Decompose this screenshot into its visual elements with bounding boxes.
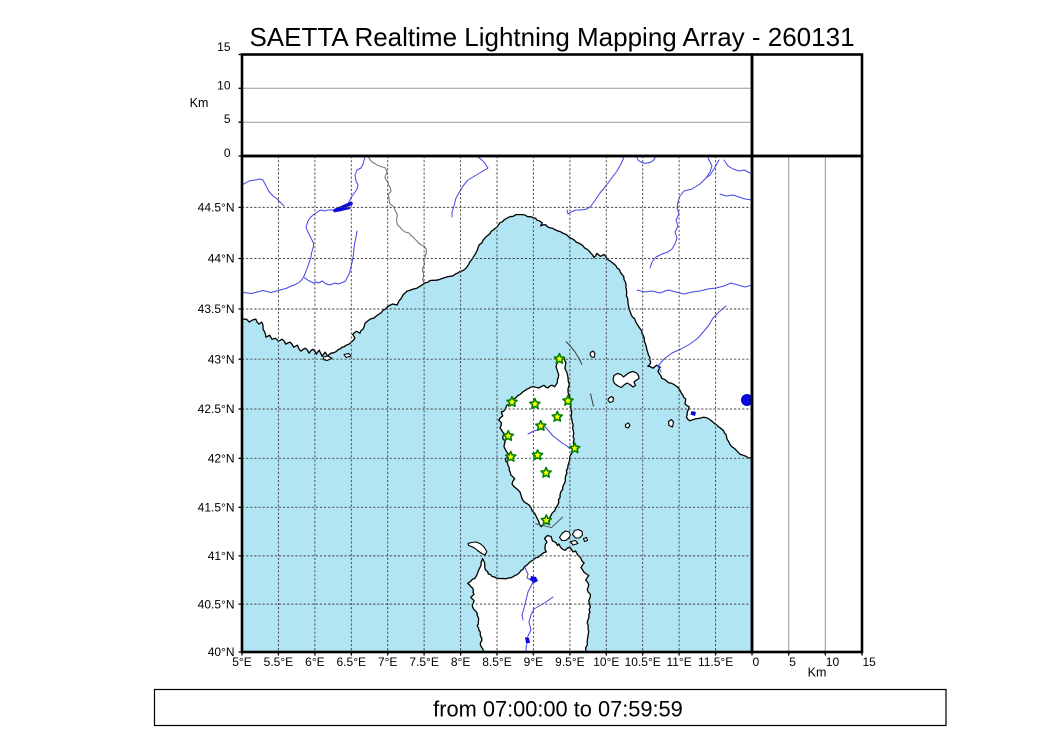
svg-text:5.5°E: 5.5°E bbox=[264, 655, 293, 669]
svg-text:44°N: 44°N bbox=[208, 252, 235, 266]
svg-text:5°E: 5°E bbox=[232, 655, 251, 669]
svg-text:43°N: 43°N bbox=[208, 352, 235, 366]
svg-text:15: 15 bbox=[863, 655, 877, 669]
svg-text:40.5°N: 40.5°N bbox=[198, 597, 235, 611]
svg-text:43.5°N: 43.5°N bbox=[198, 302, 235, 316]
svg-text:5: 5 bbox=[789, 655, 796, 669]
svg-text:11°E: 11°E bbox=[666, 655, 691, 669]
svg-text:10°E: 10°E bbox=[593, 655, 619, 669]
svg-text:9.5°E: 9.5°E bbox=[555, 655, 584, 669]
svg-text:from 07:00:00 to 07:59:59: from 07:00:00 to 07:59:59 bbox=[433, 697, 683, 722]
svg-text:41°N: 41°N bbox=[208, 549, 235, 563]
svg-text:6.5°E: 6.5°E bbox=[337, 655, 366, 669]
svg-text:10.5°E: 10.5°E bbox=[625, 655, 661, 669]
svg-text:40°N: 40°N bbox=[208, 645, 235, 659]
svg-text:44.5°N: 44.5°N bbox=[198, 201, 235, 215]
svg-text:Km: Km bbox=[190, 96, 209, 110]
svg-text:11.5°E: 11.5°E bbox=[698, 655, 733, 669]
svg-text:0: 0 bbox=[224, 146, 231, 160]
svg-text:10: 10 bbox=[826, 655, 840, 669]
svg-text:0: 0 bbox=[753, 655, 760, 669]
svg-text:7.5°E: 7.5°E bbox=[409, 655, 438, 669]
svg-text:8°E: 8°E bbox=[451, 655, 470, 669]
svg-text:42.5°N: 42.5°N bbox=[198, 402, 235, 416]
svg-text:41.5°N: 41.5°N bbox=[198, 501, 235, 515]
svg-text:8.5°E: 8.5°E bbox=[482, 655, 511, 669]
svg-text:7°E: 7°E bbox=[378, 655, 397, 669]
svg-text:5: 5 bbox=[224, 112, 231, 126]
svg-text:42°N: 42°N bbox=[208, 452, 235, 466]
svg-text:6°E: 6°E bbox=[305, 655, 324, 669]
svg-text:10: 10 bbox=[217, 78, 231, 92]
svg-text:9°E: 9°E bbox=[524, 655, 543, 669]
svg-text:Km: Km bbox=[808, 666, 827, 680]
svg-text:SAETTA Realtime Lightning Mapp: SAETTA Realtime Lightning Mapping Array … bbox=[249, 22, 854, 52]
svg-text:15: 15 bbox=[217, 40, 231, 54]
